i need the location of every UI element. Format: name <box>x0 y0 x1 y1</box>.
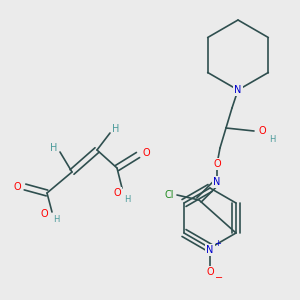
Text: N: N <box>206 245 214 255</box>
Text: +: + <box>214 239 221 248</box>
Text: H: H <box>269 134 275 143</box>
Text: H: H <box>53 215 59 224</box>
Text: O: O <box>13 182 21 192</box>
Text: −: − <box>215 273 223 283</box>
Text: O: O <box>206 267 214 277</box>
Text: N: N <box>213 177 221 187</box>
Text: O: O <box>258 126 266 136</box>
Text: H: H <box>50 143 58 153</box>
Text: N: N <box>234 85 242 95</box>
Text: O: O <box>40 209 48 219</box>
Text: O: O <box>113 188 121 198</box>
Text: O: O <box>213 159 221 169</box>
Text: Cl: Cl <box>164 190 174 200</box>
Text: H: H <box>124 196 130 205</box>
Text: H: H <box>112 124 120 134</box>
Text: O: O <box>142 148 150 158</box>
